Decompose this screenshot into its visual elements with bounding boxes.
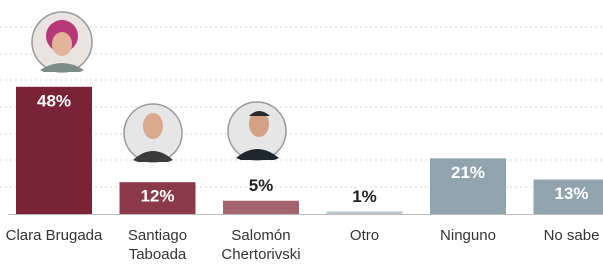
bar <box>327 211 403 214</box>
category-label: Clara Brugada <box>4 226 104 245</box>
category-label: Ninguno <box>418 226 518 245</box>
chart: 48% 12% 5% 1% 21% 13% Clara BrugadaSantiago T… <box>0 0 603 265</box>
category-label: Salomón Chertorivski <box>211 226 311 264</box>
value-label: 1% <box>352 187 377 206</box>
value-label: 13% <box>554 184 588 203</box>
photo <box>228 102 286 160</box>
value-label: 21% <box>451 163 485 182</box>
category-label: No sabe <box>522 226 603 245</box>
bar <box>223 201 299 214</box>
category-label: Santiago Taboada <box>108 226 208 264</box>
photo <box>32 12 92 72</box>
category-label: Otro <box>315 226 415 245</box>
photo <box>124 104 182 162</box>
value-label: 5% <box>249 176 274 195</box>
value-label: 48% <box>37 91 71 110</box>
value-label: 12% <box>140 187 174 206</box>
